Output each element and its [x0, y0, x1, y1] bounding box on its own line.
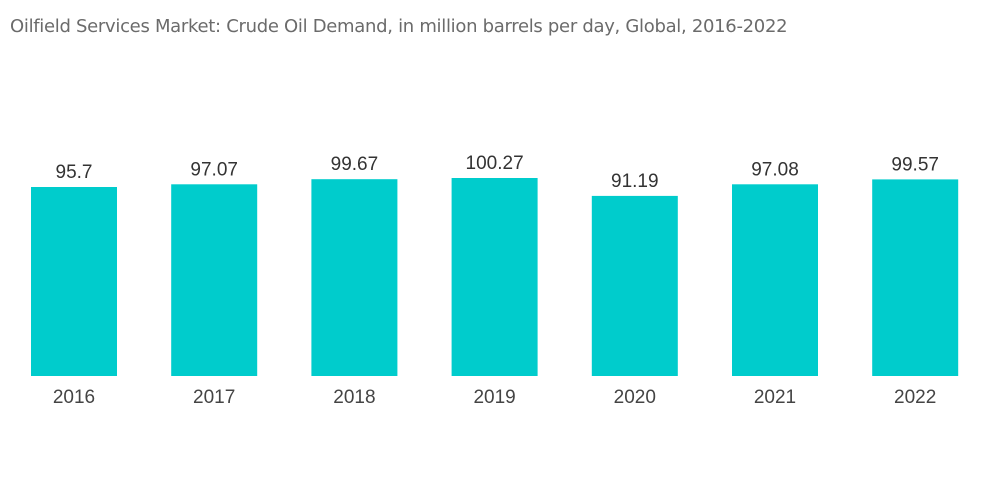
x-tick-label-2017: 2017 — [193, 387, 235, 408]
bar-2021 — [732, 184, 818, 376]
value-label-2016: 95.7 — [56, 162, 93, 183]
value-labels-group: 95.7 97.07 99.67 100.27 91.19 97.08 99.57 — [56, 153, 939, 192]
bar-2016 — [31, 187, 117, 376]
x-tick-label-2018: 2018 — [333, 387, 375, 408]
bar-2019 — [451, 178, 538, 376]
x-tick-label-2021: 2021 — [754, 387, 796, 408]
x-axis-tick-labels: 2016 2017 2018 2019 2020 2021 2022 — [53, 387, 936, 408]
value-label-2018: 99.67 — [331, 154, 379, 175]
value-label-2017: 97.07 — [190, 159, 238, 180]
bar-2017 — [171, 184, 258, 376]
value-label-2021: 97.08 — [751, 159, 799, 180]
bar-2020 — [591, 195, 678, 376]
x-tick-label-2022: 2022 — [894, 387, 936, 408]
x-tick-label-2019: 2019 — [473, 387, 515, 408]
bars-group — [31, 178, 959, 376]
x-tick-label-2020: 2020 — [614, 387, 656, 408]
value-label-2020: 91.19 — [611, 171, 659, 192]
bar-2022 — [872, 179, 959, 376]
value-label-2022: 99.57 — [891, 154, 939, 175]
chart-title: Oilfield Services Market: Crude Oil Dema… — [10, 16, 788, 37]
bar-2018 — [311, 179, 398, 376]
x-tick-label-2016: 2016 — [53, 387, 95, 408]
value-label-2019: 100.27 — [466, 153, 524, 174]
